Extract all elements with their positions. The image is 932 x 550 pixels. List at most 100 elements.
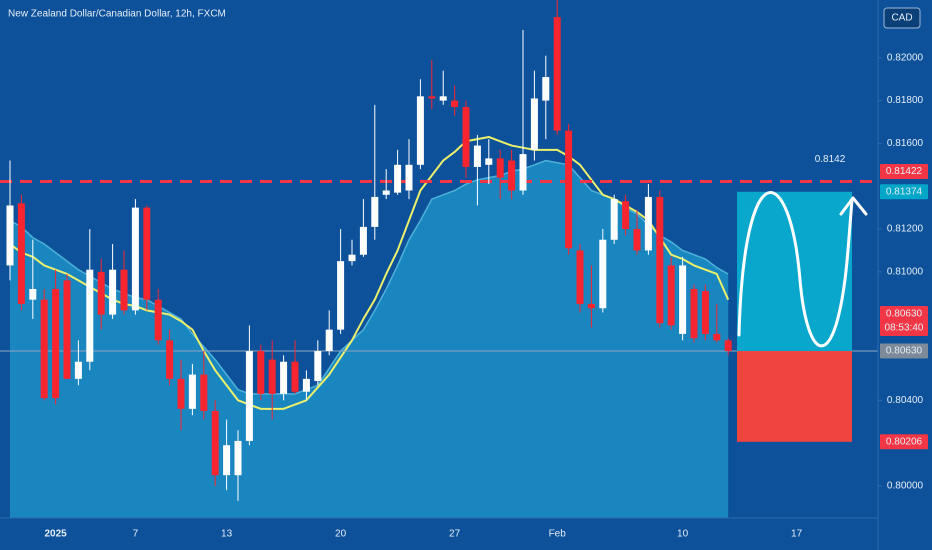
forecast-wave [737, 191, 854, 348]
candle-body [63, 280, 71, 379]
candle-body [86, 269, 94, 362]
price-label-box [880, 184, 928, 200]
candle-body [177, 378, 185, 409]
price-label-box [880, 164, 928, 180]
candle-body [701, 291, 709, 334]
candle-body [451, 100, 459, 108]
candle-body [565, 130, 573, 249]
price-label: 0.81422 [886, 166, 923, 177]
x-tick-label: 2025 [44, 529, 67, 540]
candle-body [302, 378, 310, 392]
candle-body [188, 374, 196, 409]
candle-body [280, 361, 288, 394]
price-label: 0.81374 [886, 186, 923, 197]
candle-body [633, 229, 641, 251]
candle-body [508, 160, 516, 191]
y-tick-label: 0.81200 [887, 224, 924, 235]
candle-body [667, 265, 675, 326]
x-tick-label: 27 [449, 529, 461, 540]
candle-body [74, 361, 82, 379]
candle-body [644, 196, 652, 251]
candle-body [690, 288, 698, 339]
projection-layer: 0.8142 [737, 154, 868, 442]
candle-body [622, 201, 630, 230]
candle-body [394, 164, 402, 193]
candle-body [587, 303, 595, 309]
candle-body [52, 288, 60, 399]
candle-body [576, 250, 584, 304]
candle-body [131, 207, 139, 311]
y-tick-label: 0.82000 [887, 52, 924, 63]
candle-body [29, 288, 37, 300]
candle-body [724, 340, 732, 352]
target-box [737, 191, 852, 352]
mark-layer [0, 0, 878, 501]
candle-body [496, 158, 504, 178]
candle-body [542, 77, 550, 101]
candle-body [656, 196, 664, 324]
x-tick-label: 20 [335, 529, 347, 540]
candle-body [713, 333, 721, 341]
candle-body [314, 351, 322, 382]
x-tick-label: 7 [133, 529, 139, 540]
area [10, 160, 729, 519]
candle-body [120, 269, 128, 311]
y-tick-label: 0.81600 [887, 138, 924, 149]
chart-title: New Zealand Dollar/Canadian Dollar, 12h,… [8, 9, 226, 20]
price-label-box [880, 434, 928, 450]
stop-box [737, 351, 852, 442]
candle-body [291, 361, 299, 392]
candle-body [428, 96, 436, 99]
candle-body [154, 299, 162, 341]
candle-body [143, 207, 151, 300]
price-label: 0.80206 [886, 436, 923, 447]
x-tick-label: 13 [221, 529, 233, 540]
candle-body [109, 269, 117, 315]
candle-body [268, 359, 276, 394]
y-tick-label: 0.81800 [887, 95, 924, 106]
candle-body [97, 271, 105, 315]
candle-body [200, 374, 208, 411]
candle-body [416, 96, 424, 165]
price-label-box [880, 343, 928, 359]
candle-body [17, 203, 25, 304]
y-tick-label: 0.81000 [887, 266, 924, 277]
y-tick-label: 0.80000 [887, 481, 924, 492]
candle-body [679, 265, 687, 334]
candle-body [371, 196, 379, 227]
candle-body [337, 261, 345, 330]
candle-body [462, 107, 470, 167]
countdown-label: 08:53:40 [885, 323, 924, 334]
candle-body [610, 199, 618, 240]
y-tick-label: 0.80400 [887, 395, 924, 406]
candle-body [211, 410, 219, 476]
candle-body [223, 445, 231, 476]
candle-body [519, 154, 527, 191]
x-tick-label: 10 [677, 529, 689, 540]
candle-body [485, 158, 493, 165]
candle-body [257, 351, 265, 394]
x-tick-label: 17 [791, 529, 803, 540]
price-label-box [880, 306, 928, 337]
currency-label[interactable]: CAD [891, 13, 912, 24]
candle-body [553, 17, 561, 131]
candle-body [325, 329, 333, 352]
currency-button[interactable] [883, 7, 921, 29]
candle-body [382, 190, 390, 195]
candle-body [166, 340, 174, 379]
candle-body [439, 96, 447, 101]
price-label: 0.80630 [886, 309, 923, 320]
price-label: 0.80630 [886, 346, 923, 357]
candle-body [40, 299, 48, 399]
candle-body [473, 145, 481, 167]
candle-body [6, 205, 14, 266]
line [9, 135, 730, 410]
forecast-arrow [839, 196, 868, 216]
x-tick-label: Feb [549, 529, 567, 540]
candle-body [348, 254, 356, 262]
candle-body [405, 164, 413, 191]
candle-body [359, 226, 367, 255]
candle-body [234, 440, 242, 476]
